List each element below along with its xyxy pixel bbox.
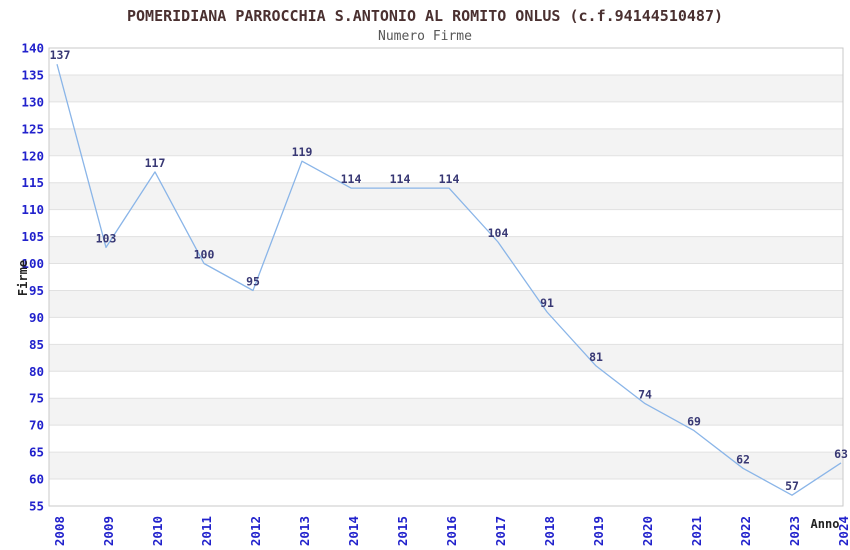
plot-band [49,182,843,210]
plot-band [49,290,843,318]
y-tick-label: 55 [29,499,44,514]
point-label: 117 [145,156,166,170]
point-label: 114 [390,172,411,186]
x-tick-label: 2010 [150,516,165,546]
y-tick-label: 115 [21,175,44,190]
point-label: 69 [687,415,701,429]
point-label: 137 [50,48,71,62]
point-label: 114 [439,172,460,186]
plot-band [49,128,843,156]
x-tick-label: 2021 [689,516,704,546]
plot-band [49,74,843,102]
x-tick-label: 2009 [101,516,116,546]
y-tick-label: 125 [21,121,44,136]
y-tick-label: 70 [29,418,44,433]
x-tick-label: 2022 [738,516,753,546]
point-label: 81 [589,350,603,364]
point-label: 62 [736,452,750,466]
series-line [56,64,842,496]
chart-subtitle: Numero Firme [378,29,472,44]
x-tick-label: 2018 [542,516,557,546]
y-tick-label: 75 [29,391,44,406]
x-tick-label: 2024 [836,516,850,546]
point-label: 91 [540,296,554,310]
x-axis-title: Anno [811,517,840,531]
plot-border [48,47,844,507]
y-tick-label: 130 [21,94,44,109]
y-tick-label: 105 [21,229,44,244]
point-label: 63 [834,447,848,461]
x-tick-label: 2013 [297,516,312,546]
x-tick-label: 2014 [346,516,361,546]
plot-band [49,344,843,372]
y-tick-label: 110 [21,202,44,217]
plot-band [49,236,843,264]
x-tick-label: 2017 [493,516,508,546]
y-tick-label: 90 [29,310,44,325]
plot-band [49,452,843,480]
y-tick-label: 65 [29,445,44,460]
y-tick-label: 80 [29,364,44,379]
y-tick-label: 85 [29,337,44,352]
y-axis-title: Firme [16,260,30,296]
chart-title: POMERIDIANA PARROCCHIA S.ANTONIO AL ROMI… [126,7,724,25]
point-label: 114 [341,172,362,186]
x-tick-label: 2008 [52,516,67,546]
y-tick-label: 135 [21,67,44,82]
point-label: 95 [246,274,260,288]
x-tick-label: 2015 [395,516,410,546]
point-label: 57 [785,479,799,493]
point-label: 74 [638,388,652,402]
x-tick-label: 2023 [787,516,802,546]
point-label: 100 [194,248,215,262]
point-label: 104 [488,226,509,240]
y-tick-label: 100 [21,256,44,271]
x-tick-label: 2020 [640,516,655,546]
y-tick-label: 120 [21,148,44,163]
point-label: 119 [292,145,313,159]
y-tick-label: 60 [29,472,44,487]
x-tick-label: 2019 [591,516,606,546]
x-tick-label: 2011 [199,516,214,546]
x-tick-label: 2016 [444,516,459,546]
y-tick-label: 95 [29,283,44,298]
x-tick-label: 2012 [248,516,263,546]
y-tick-label: 140 [21,41,44,56]
point-label: 103 [96,231,117,245]
plot-band [49,398,843,426]
